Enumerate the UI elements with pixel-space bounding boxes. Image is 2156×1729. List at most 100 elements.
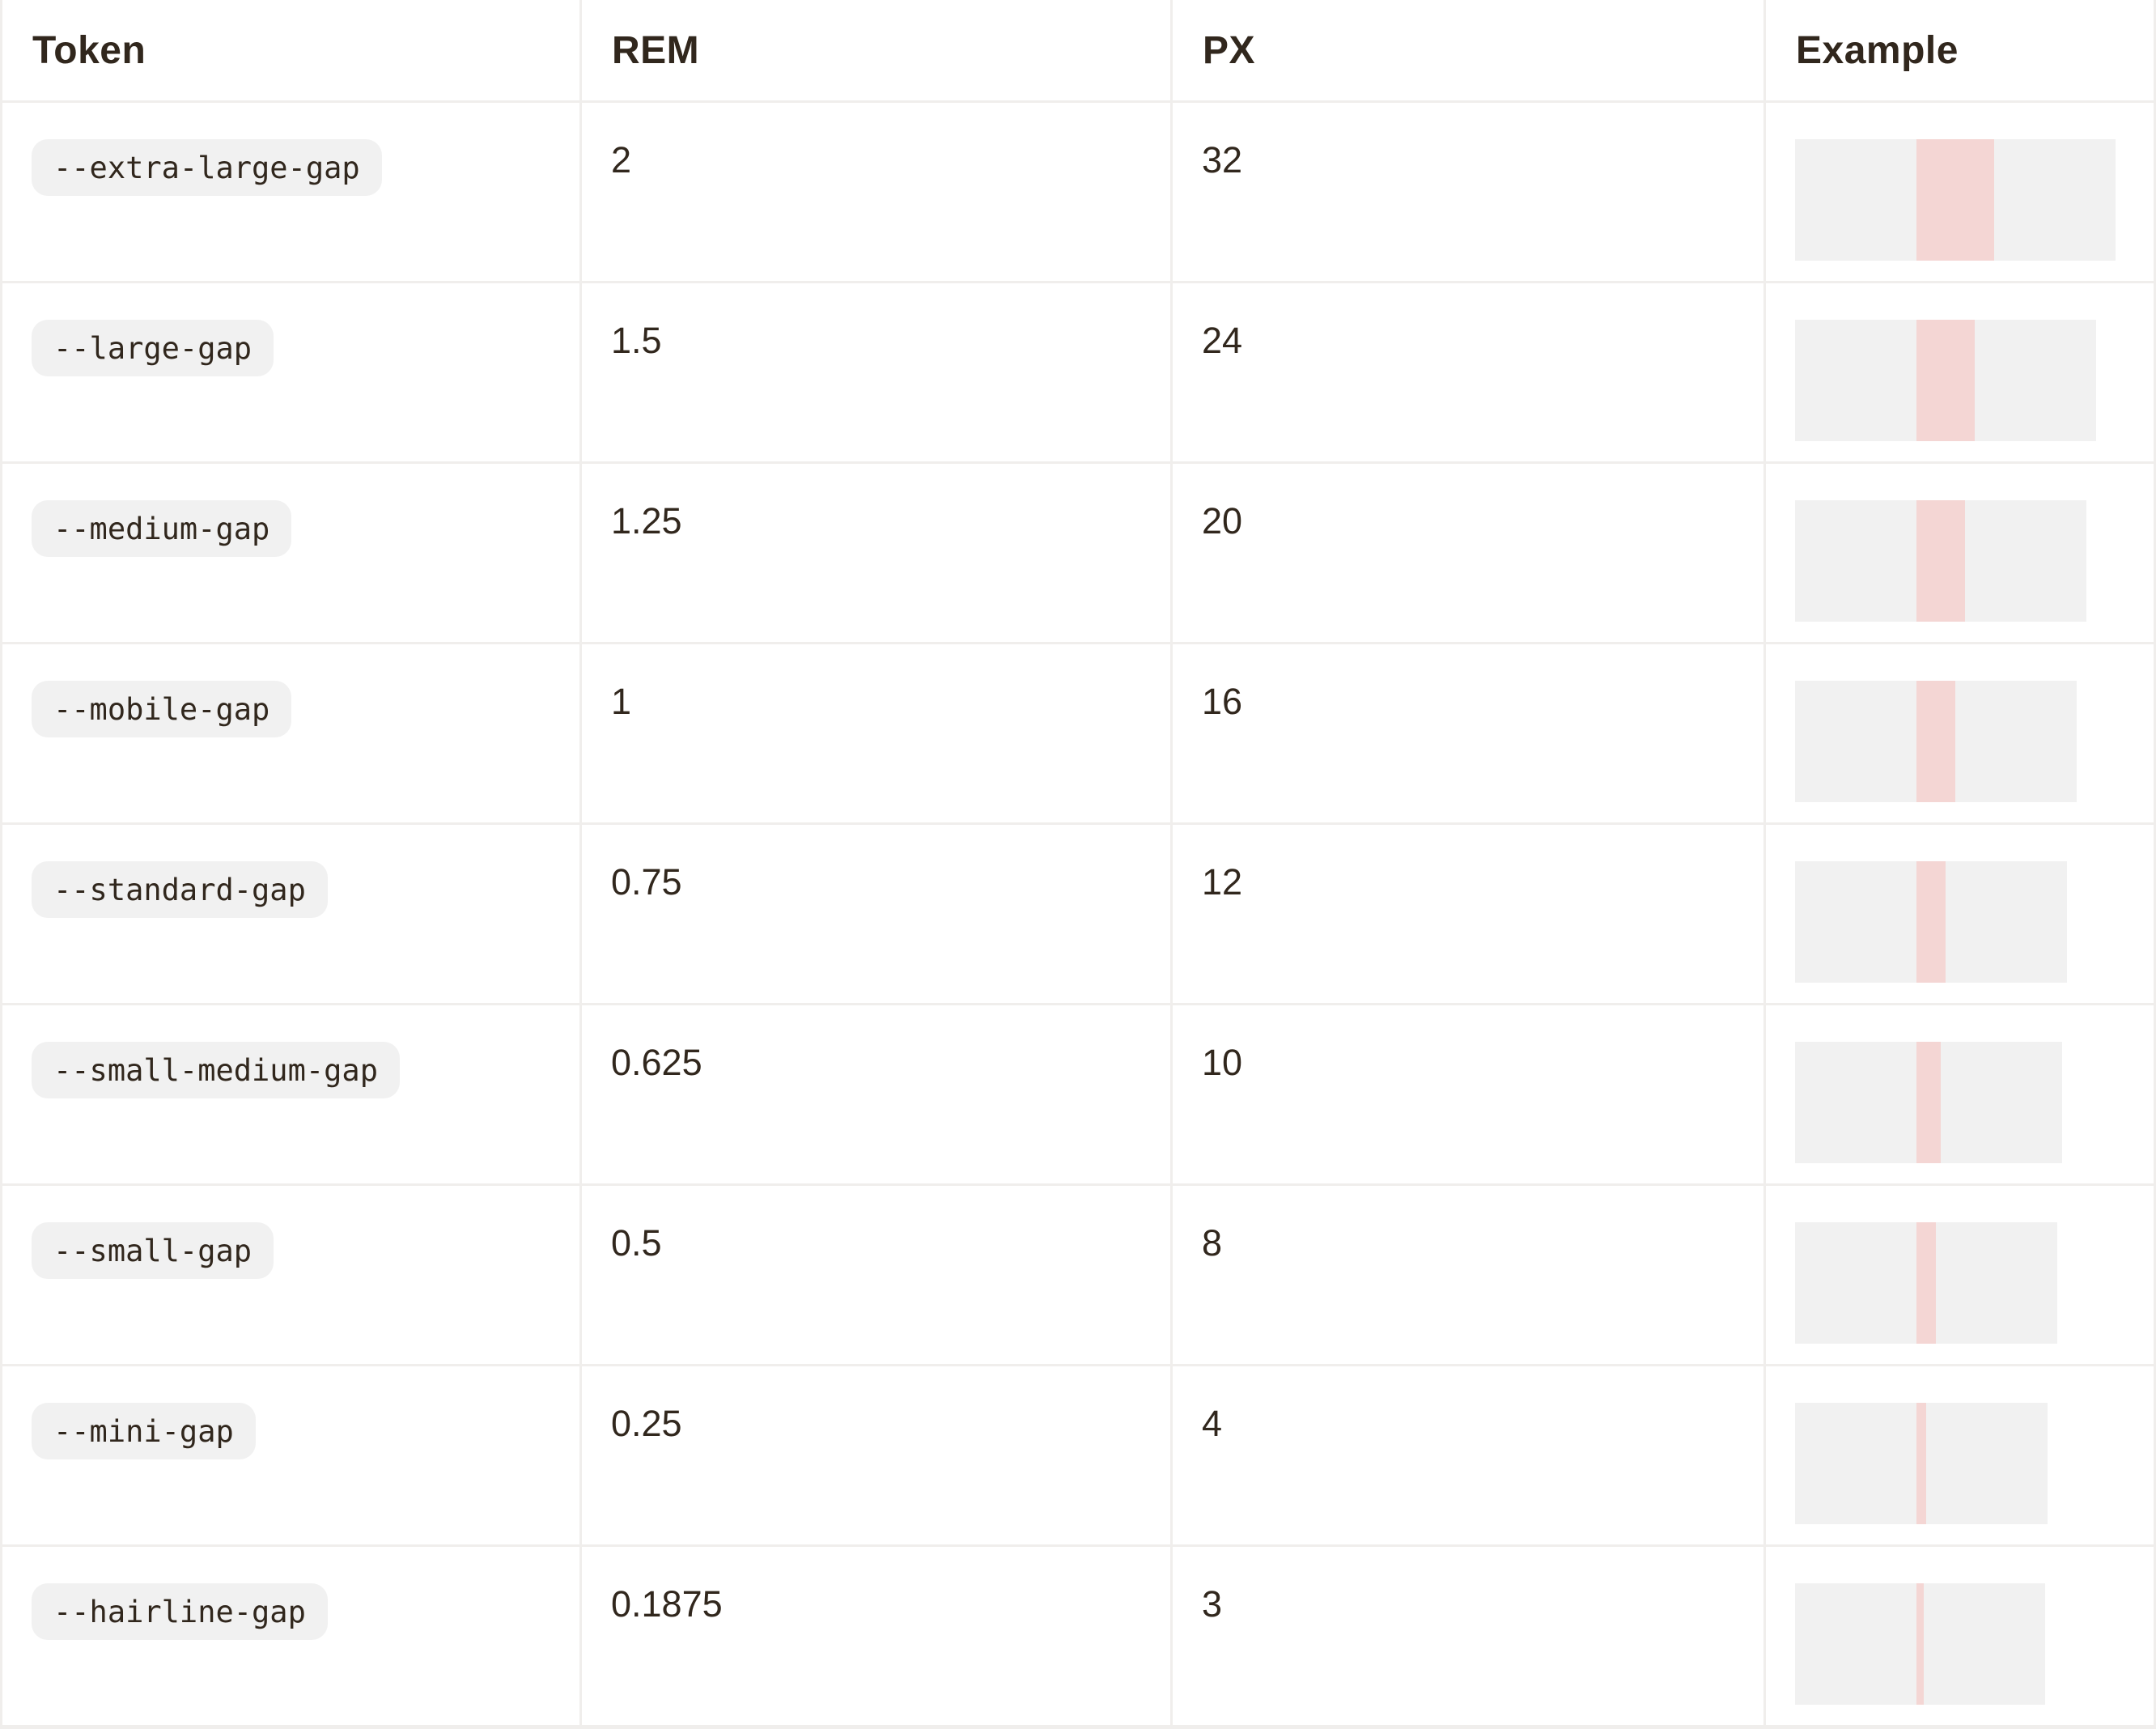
px-cell: 12 [1173, 825, 1766, 1005]
gap-example [1795, 861, 2154, 983]
token-code-pill: --extra-large-gap [32, 139, 382, 196]
px-value: 3 [1202, 1583, 1223, 1625]
rem-cell: 0.5 [582, 1186, 1173, 1366]
token-cell: --large-gap [0, 283, 582, 464]
rem-value: 0.1875 [611, 1583, 723, 1625]
example-gap-swatch [1916, 500, 1965, 622]
px-cell: 8 [1173, 1186, 1766, 1366]
rem-cell: 2 [582, 103, 1173, 283]
example-cell [1766, 1005, 2156, 1186]
px-cell: 20 [1173, 464, 1766, 644]
token-code-pill: --hairline-gap [32, 1583, 328, 1640]
px-value: 32 [1202, 139, 1243, 181]
px-value: 24 [1202, 320, 1243, 361]
rem-cell: 0.25 [582, 1366, 1173, 1547]
column-header-example: Example [1766, 0, 2156, 103]
rem-cell: 1.25 [582, 464, 1173, 644]
example-left-box [1795, 681, 1916, 802]
example-right-box [1975, 320, 2096, 441]
px-value: 10 [1202, 1042, 1243, 1083]
column-header-token: Token [0, 0, 582, 103]
example-gap-swatch [1916, 1042, 1941, 1163]
token-cell: --extra-large-gap [0, 103, 582, 283]
token-cell: --small-gap [0, 1186, 582, 1366]
example-left-box [1795, 1403, 1916, 1524]
rem-value: 1.25 [611, 500, 682, 542]
token-code-pill: --large-gap [32, 320, 274, 376]
example-cell [1766, 1547, 2156, 1727]
column-header-rem: REM [582, 0, 1173, 103]
example-cell [1766, 103, 2156, 283]
rem-value: 0.25 [611, 1403, 682, 1444]
example-cell [1766, 1366, 2156, 1547]
token-cell: --small-medium-gap [0, 1005, 582, 1186]
example-gap-swatch [1916, 681, 1955, 802]
example-gap-swatch [1916, 1222, 1936, 1344]
px-value: 8 [1202, 1222, 1223, 1264]
example-gap-swatch [1916, 320, 1975, 441]
rem-cell: 0.1875 [582, 1547, 1173, 1727]
column-header-token-label: Token [32, 28, 146, 72]
example-gap-swatch [1916, 1403, 1926, 1524]
rem-cell: 0.625 [582, 1005, 1173, 1186]
px-value: 16 [1202, 681, 1243, 722]
token-code-pill: --medium-gap [32, 500, 292, 557]
rem-cell: 1.5 [582, 283, 1173, 464]
px-cell: 10 [1173, 1005, 1766, 1186]
example-right-box [1926, 1403, 2048, 1524]
example-left-box [1795, 861, 1916, 983]
gap-example [1795, 139, 2154, 261]
example-left-box [1795, 139, 1916, 261]
example-cell [1766, 825, 2156, 1005]
token-cell: --mini-gap [0, 1366, 582, 1547]
column-header-rem-label: REM [612, 28, 700, 72]
px-cell: 32 [1173, 103, 1766, 283]
token-code-pill: --standard-gap [32, 861, 328, 918]
rem-cell: 1 [582, 644, 1173, 825]
example-left-box [1795, 500, 1916, 622]
example-gap-swatch [1916, 139, 1994, 261]
token-code-pill: --small-medium-gap [32, 1042, 400, 1098]
example-right-box [1946, 861, 2067, 983]
column-header-example-label: Example [1796, 28, 1959, 72]
example-cell [1766, 644, 2156, 825]
rem-value: 0.5 [611, 1222, 662, 1264]
rem-value: 0.625 [611, 1042, 702, 1083]
example-cell [1766, 1186, 2156, 1366]
px-value: 4 [1202, 1403, 1223, 1444]
rem-value: 0.75 [611, 861, 682, 903]
gap-example [1795, 681, 2154, 802]
gap-example [1795, 320, 2154, 441]
example-right-box [1955, 681, 2077, 802]
example-right-box [1936, 1222, 2057, 1344]
rem-cell: 0.75 [582, 825, 1173, 1005]
column-header-px: PX [1173, 0, 1766, 103]
token-cell: --medium-gap [0, 464, 582, 644]
px-cell: 24 [1173, 283, 1766, 464]
example-left-box [1795, 1222, 1916, 1344]
token-cell: --hairline-gap [0, 1547, 582, 1727]
example-right-box [1965, 500, 2086, 622]
token-code-pill: --small-gap [32, 1222, 274, 1279]
px-cell: 3 [1173, 1547, 1766, 1727]
example-gap-swatch [1916, 861, 1946, 983]
example-left-box [1795, 1042, 1916, 1163]
example-left-box [1795, 320, 1916, 441]
gap-example [1795, 1222, 2154, 1344]
rem-value: 2 [611, 139, 632, 181]
px-cell: 16 [1173, 644, 1766, 825]
px-cell: 4 [1173, 1366, 1766, 1547]
example-cell [1766, 283, 2156, 464]
example-left-box [1795, 1583, 1916, 1705]
token-cell: --standard-gap [0, 825, 582, 1005]
example-right-box [1994, 139, 2116, 261]
rem-value: 1 [611, 681, 632, 722]
example-right-box [1924, 1583, 2045, 1705]
token-code-pill: --mini-gap [32, 1403, 256, 1459]
example-right-box [1941, 1042, 2062, 1163]
example-gap-swatch [1916, 1583, 1924, 1705]
gap-example [1795, 1403, 2154, 1524]
example-cell [1766, 464, 2156, 644]
px-value: 20 [1202, 500, 1243, 542]
